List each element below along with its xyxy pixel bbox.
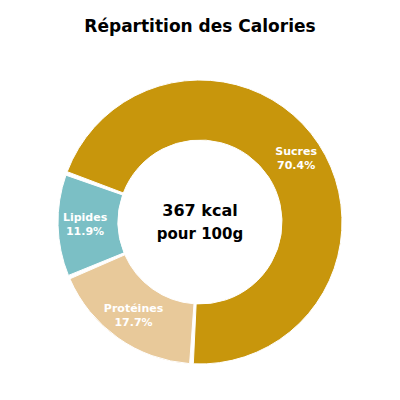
- svg-text:Sucres: Sucres: [275, 145, 317, 158]
- svg-text:17.7%: 17.7%: [114, 316, 152, 329]
- svg-text:367 kcal: 367 kcal: [162, 201, 237, 220]
- svg-text:Protéines: Protéines: [104, 302, 164, 315]
- svg-text:11.9%: 11.9%: [66, 225, 104, 238]
- svg-text:pour 100g: pour 100g: [157, 225, 243, 243]
- svg-text:Répartition des Calories: Répartition des Calories: [84, 16, 315, 36]
- svg-text:70.4%: 70.4%: [277, 159, 315, 172]
- svg-text:Lipides: Lipides: [63, 211, 108, 224]
